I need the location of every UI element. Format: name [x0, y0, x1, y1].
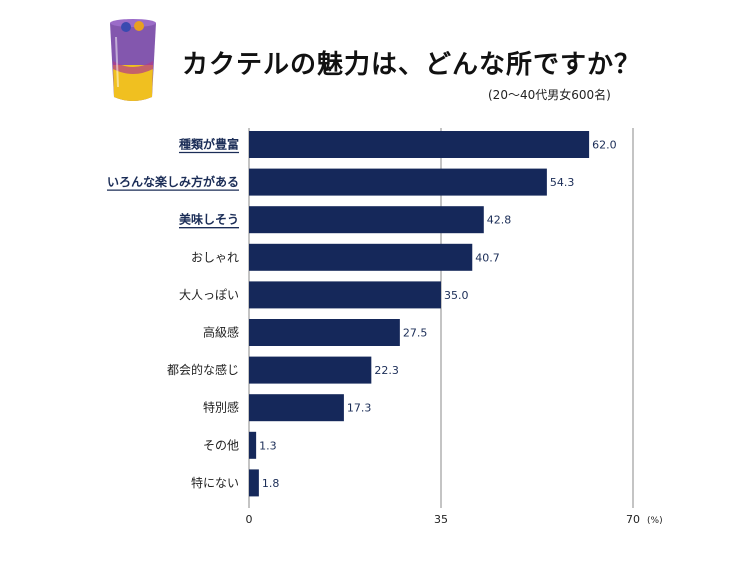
category-label: 特別感	[203, 400, 239, 415]
category-label: 美味しそう	[179, 212, 239, 227]
bar	[249, 394, 344, 422]
x-unit-label: (%)	[647, 516, 663, 526]
category-label: 都会的な感じ	[167, 362, 239, 377]
bar	[249, 281, 441, 309]
bar	[249, 131, 590, 158]
value-label: 22.3	[374, 364, 399, 377]
value-label: 17.3	[347, 402, 372, 415]
x-tick-label: 35	[434, 513, 448, 526]
category-label: 特にない	[191, 475, 239, 490]
value-label: 54.3	[550, 176, 575, 189]
value-label: 27.5	[403, 327, 428, 340]
category-label: おしゃれ	[191, 250, 239, 264]
bar	[249, 469, 259, 497]
chart-subtitle: (20〜40代男女600名)	[488, 88, 611, 102]
category-label: 種類が豊富	[179, 137, 239, 152]
value-label: 1.3	[259, 439, 277, 452]
value-label: 40.7	[475, 251, 500, 264]
bar	[249, 206, 484, 234]
cocktail-glass-icon	[110, 19, 156, 101]
category-label: その他	[203, 438, 239, 452]
bar	[249, 319, 400, 346]
value-label: 62.0	[592, 139, 617, 152]
bar	[249, 356, 372, 384]
category-label: 高級感	[203, 325, 239, 340]
category-label: 大人っぽい	[179, 288, 239, 302]
value-label: 42.8	[487, 214, 512, 227]
value-label: 35.0	[444, 289, 469, 302]
bar	[249, 168, 547, 196]
x-tick-label: 70	[626, 513, 640, 526]
value-label: 1.8	[262, 477, 280, 490]
category-label: いろんな楽しみ方がある	[107, 174, 239, 189]
bar	[249, 243, 473, 271]
chart-title: カクテルの魅力は、どんな所ですか？	[182, 50, 642, 80]
x-tick-label: 0	[246, 513, 253, 526]
bar	[249, 431, 257, 459]
